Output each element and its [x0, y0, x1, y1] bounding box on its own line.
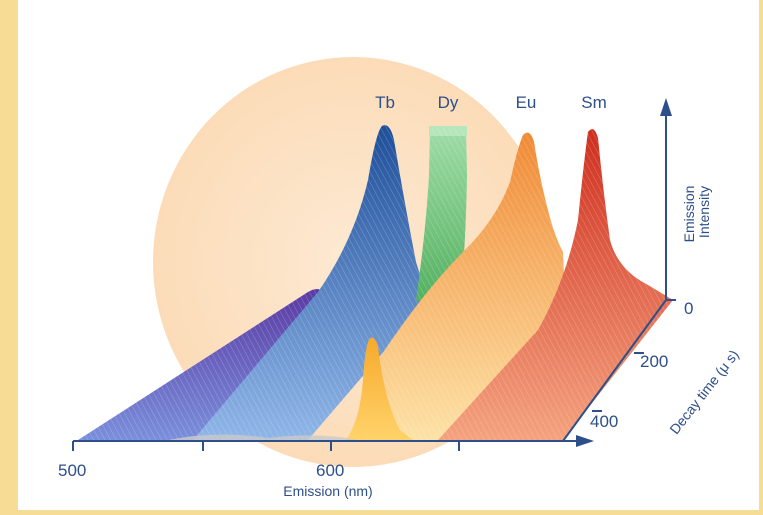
- depth-axis-line: [562, 299, 667, 442]
- z-tick-label-200: 200: [640, 352, 668, 371]
- axes: [72, 112, 676, 451]
- x-axis-arrow: [576, 435, 594, 447]
- x-tick-label-600: 600: [316, 461, 344, 480]
- z-axis-title: Decay time (μ s): [666, 347, 742, 437]
- x-axis-title: Emission (nm): [283, 483, 372, 499]
- series-label-dy: Dy: [438, 93, 459, 112]
- series-label-tb: Tb: [375, 93, 395, 112]
- series-front-peak: [346, 337, 413, 440]
- series-label-eu: Eu: [516, 93, 537, 112]
- z-tick-label-400: 400: [590, 412, 618, 431]
- decay-emission-chart: Tb Dy Eu Sm 500 600 Emission (nm) 0 200 …: [58, 57, 742, 499]
- y-axis-title: Emission Intensity: [681, 182, 712, 243]
- y-axis-arrow: [660, 98, 672, 116]
- series-label-sm: Sm: [581, 93, 607, 112]
- x-tick-label-500: 500: [58, 461, 86, 480]
- baseline-shadow: [168, 434, 358, 440]
- y-axis-title-line1: Emission: [681, 186, 697, 243]
- figure-frame: Tb Dy Eu Sm 500 600 Emission (nm) 0 200 …: [18, 0, 759, 510]
- y-axis-title-line2: Intensity: [696, 186, 712, 238]
- series-sm-surface: [438, 129, 673, 440]
- z-tick-label-0: 0: [684, 299, 693, 318]
